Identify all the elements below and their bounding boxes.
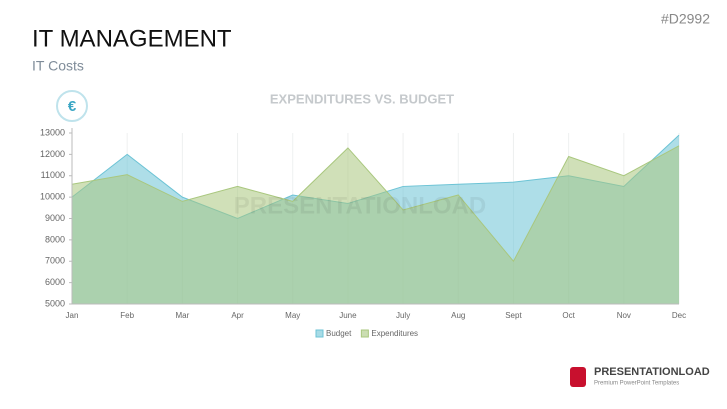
brand: PRESENTATIONLOAD — [594, 366, 710, 378]
x-tick-label: Aug — [451, 311, 465, 320]
legend-swatch — [315, 329, 324, 338]
y-tick-label: 5000 — [45, 298, 65, 308]
y-tick-label: 6000 — [45, 277, 65, 287]
watermark: PRESENTATIONLOAD — [234, 192, 486, 219]
brand-logo — [570, 367, 586, 387]
y-tick-label: 9000 — [45, 213, 65, 223]
y-tick-label: 12000 — [40, 149, 65, 159]
slide-title: IT MANAGEMENT — [32, 25, 232, 52]
area-fill — [72, 145, 679, 304]
x-tick-label: Oct — [562, 311, 575, 320]
area-line — [71, 145, 680, 263]
plot: 5000 6000 7000 8000 9000 10000 11000 12000 13000… — [40, 127, 686, 338]
x-tick-label: June — [339, 311, 357, 320]
icon: € — [68, 98, 77, 115]
x-tick-label: Apr — [231, 311, 244, 320]
chart-title: EXPENDITURES VS. BUDGET — [270, 91, 454, 106]
legend-label: Budget — [326, 329, 352, 338]
y-tick-label: 7000 — [45, 256, 65, 266]
slide-code: #D2992 — [661, 11, 710, 27]
legend-swatch — [360, 329, 369, 338]
y-tick-label: 10000 — [40, 192, 65, 202]
brand-tagline: Premium PowerPoint Templates — [594, 381, 679, 387]
y-tick-label: 11000 — [41, 170, 65, 180]
x-tick-label: Nov — [617, 311, 631, 320]
legend-label: Expenditures — [371, 329, 418, 338]
icon-circle — [56, 90, 88, 122]
x-tick-label: Feb — [120, 311, 134, 320]
slide-subtitle: IT Costs — [32, 58, 84, 74]
x-tick-label: May — [285, 311, 300, 320]
x-tick-label: Sept — [505, 311, 522, 320]
y-tick-label: 13000 — [40, 127, 65, 137]
x-tick-label: Dec — [672, 311, 686, 320]
x-tick-label: Jan — [66, 311, 79, 320]
y-tick-label: 8000 — [45, 234, 65, 244]
x-tick-label: Mar — [175, 311, 189, 320]
x-tick-label: July — [396, 311, 410, 320]
